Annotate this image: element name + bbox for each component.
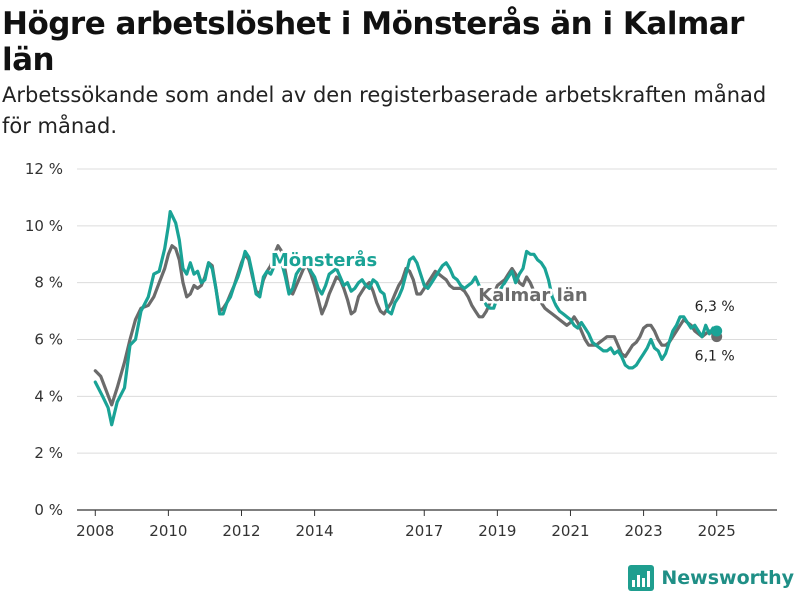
x-tick-label: 2019 — [478, 522, 516, 540]
series-label-monsteras-halo: Mönsterås — [271, 249, 377, 271]
series-layer — [93, 210, 723, 427]
x-tick-label: 2021 — [551, 522, 589, 540]
y-tick-label: 2 % — [34, 444, 63, 462]
y-tick-label: 0 % — [34, 501, 63, 519]
newsworthy-logo-icon — [628, 565, 655, 591]
end-label-monsteras: 6,3 % — [695, 299, 735, 315]
x-tick-label: 2025 — [698, 522, 736, 540]
end-point-monsteras — [711, 325, 723, 337]
x-tick-label: 2010 — [149, 522, 187, 540]
y-tick-label: 6 % — [34, 331, 63, 349]
x-tick-label: 2017 — [405, 522, 443, 540]
brand-logo: Newsworthy — [627, 564, 794, 592]
series-label-kalmar-halo: Kalmar län — [478, 285, 587, 306]
end-label-kalmar: 6,1 % — [695, 349, 735, 365]
series-line-monsteras — [93, 210, 719, 427]
x-tick-label: 2014 — [296, 522, 334, 540]
y-tick-label: 8 % — [34, 274, 63, 292]
y-tick-label: 12 % — [25, 160, 63, 178]
x-tick-label: 2008 — [76, 522, 114, 540]
y-tick-label: 10 % — [25, 217, 63, 235]
x-tick-label: 2012 — [222, 522, 260, 540]
axis-layer: 0 % 2 % 4 % 6 % 8 % 10 % 12 % 2008 2010 2012 2014 2… — [25, 160, 736, 540]
brand-name: Newsworthy — [661, 567, 794, 589]
chart-subtitle: Arbetssökande som andel av den registerb… — [2, 83, 767, 138]
y-tick-label: 4 % — [34, 387, 63, 405]
chart-title: Högre arbetslöshet i Mönsterås än i Kalm… — [2, 6, 744, 78]
x-tick-label: 2023 — [624, 522, 662, 540]
series-label-kalmar: Kalmar län — [478, 285, 587, 306]
series-label-monsteras: Mönsterås — [271, 249, 377, 271]
